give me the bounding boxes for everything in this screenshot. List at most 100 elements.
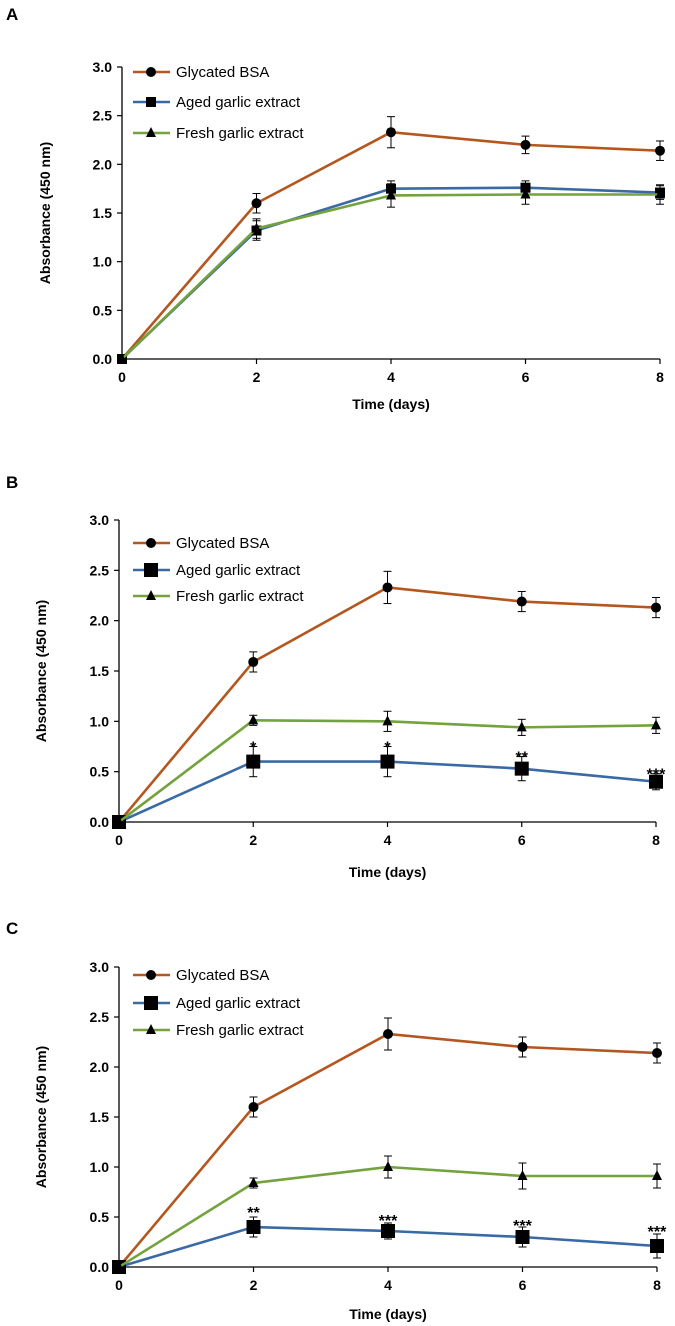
series-line [121,186,661,360]
significance-annotation: ** [247,1205,260,1222]
chart-panel-b: B 0.0 0.5 1.0 1.5 2.0 2.5 3.0 0 2 4 6 8 Time (days) Ab… [6,473,666,880]
x-axis-title: Time (days) [349,1306,427,1322]
y-tick-label: 0.5 [90,1209,110,1225]
data-point [146,590,156,600]
series-fresh-garlic-extract [117,183,665,363]
data-point [146,1024,156,1034]
data-point [246,1220,261,1234]
x-tick-label: 2 [250,1277,258,1293]
legend-item: Fresh garlic extract [133,125,304,142]
data-point [114,816,124,826]
legend-label: Glycated BSA [176,967,269,984]
legend-item: Fresh garlic extract [133,588,304,605]
data-point [146,97,156,107]
data-point [650,1239,664,1253]
data-point [381,1224,395,1238]
data-point [383,1029,393,1039]
x-tick-label: 2 [253,369,261,385]
series-line [121,130,661,360]
y-tick-label: 0.0 [93,351,113,367]
data-point [144,563,158,577]
data-point [514,761,529,776]
chart-panel-a: A 0.0 0.5 1.0 1.5 2.0 2.5 3.0 0 2 4 6 8 Time (days) Ab… [6,5,665,412]
data-point [114,1261,124,1271]
y-tick-label: 1.5 [90,1109,110,1125]
data-point [516,721,527,732]
legend-item: Aged garlic extract [133,562,301,579]
data-point [146,67,156,77]
x-tick-label: 6 [522,369,530,385]
x-tick-label: 8 [652,832,660,848]
data-point [146,127,156,137]
y-tick-label: 2.5 [90,562,110,578]
data-point [655,145,665,156]
y-tick-label: 3.0 [93,59,113,75]
data-point [144,996,158,1010]
legend-item: Aged garlic extract [133,995,301,1012]
data-point [382,715,393,726]
data-point [146,970,156,980]
data-point [652,1170,662,1180]
y-tick-label: 3.0 [90,512,110,528]
legend-label: Fresh garlic extract [176,1022,304,1039]
y-tick-label: 2.5 [90,1009,110,1025]
data-point [515,1230,530,1244]
series-aged-garlic-extract [112,746,663,829]
significance-annotation: * [250,740,257,757]
significance-annotation: *** [379,1213,398,1230]
y-tick-label: 2.0 [93,156,113,172]
x-tick-label: 0 [115,832,123,848]
x-tick-label: 4 [384,832,392,848]
data-point [248,1102,259,1112]
chart-panel-c: C 0.0 0.5 1.0 1.5 2.0 2.5 3.0 0 2 4 6 8 Time (days) Ab… [6,919,667,1322]
data-point [146,538,156,548]
x-tick-label: 4 [384,1277,392,1293]
data-point [383,1161,393,1171]
data-point [248,656,259,667]
y-tick-label: 2.0 [90,1059,110,1075]
y-axis-title: Absorbance (450 nm) [37,142,53,284]
significance-annotation: *** [648,1224,667,1241]
x-axis-title: Time (days) [352,396,430,412]
data-point [517,1042,528,1052]
data-point [386,127,396,138]
y-tick-label: 1.0 [90,1159,110,1175]
significance-annotation: *** [513,1218,532,1235]
series-fresh-garlic-extract [114,1155,662,1271]
x-tick-label: 6 [518,832,526,848]
data-point [251,198,262,209]
y-axis-title: Absorbance (450 nm) [33,600,49,742]
legend-label: Aged garlic extract [176,562,301,579]
legend-label: Glycated BSA [176,64,269,81]
legend-item: Glycated BSA [133,535,269,552]
data-point [655,188,665,199]
x-tick-label: 0 [118,369,126,385]
legend-item: Glycated BSA [133,64,269,81]
y-tick-label: 0.0 [90,814,110,830]
y-tick-label: 3.0 [90,959,110,975]
data-point [380,754,395,769]
y-tick-label: 1.5 [93,205,113,221]
data-point [651,602,661,613]
data-point [649,774,663,789]
data-point [382,582,393,593]
data-point [386,189,396,200]
data-point [520,139,531,150]
y-tick-label: 2.5 [93,108,113,124]
legend-label: Fresh garlic extract [176,588,304,605]
series-fresh-garlic-extract [114,710,661,826]
data-point [248,714,259,725]
significance-annotation: ** [516,750,529,767]
y-tick-label: 0.0 [90,1259,110,1275]
x-tick-label: 2 [249,832,257,848]
data-point [520,188,531,199]
y-tick-label: 1.5 [90,663,110,679]
significance-annotation: * [384,740,391,757]
series-aged-garlic-extract [117,180,665,364]
x-tick-label: 0 [115,1277,123,1293]
y-axis-title: Absorbance (450 nm) [33,1046,49,1188]
x-tick-label: 8 [656,369,664,385]
legend-label: Fresh garlic extract [176,125,304,142]
series-glycated-bsa [117,116,665,364]
